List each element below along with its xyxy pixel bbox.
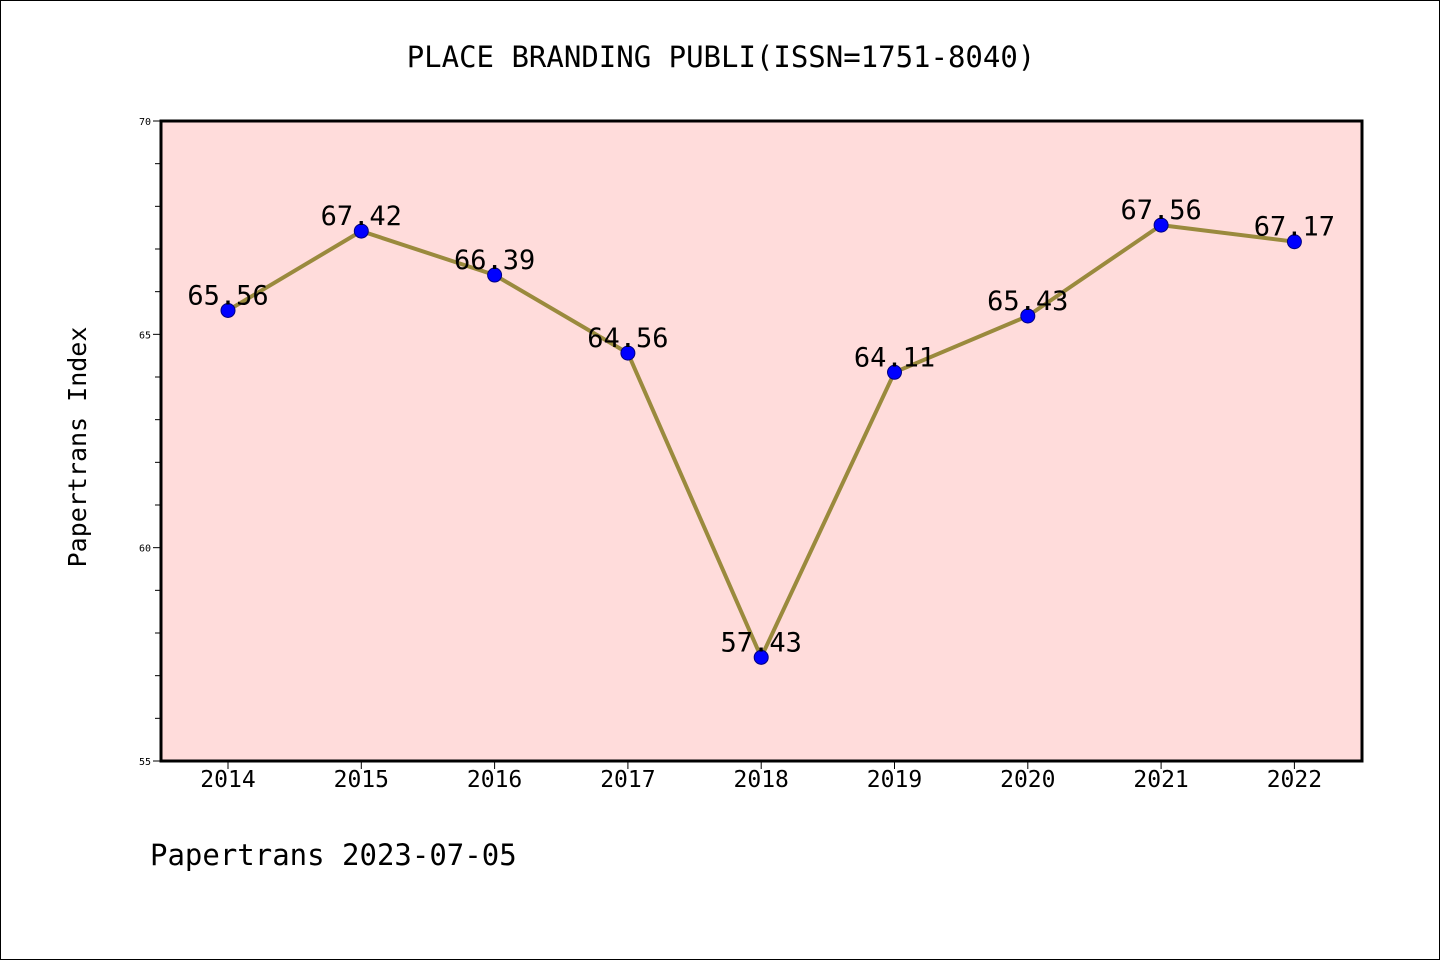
- data-point: [620, 345, 636, 361]
- data-label: 64.11: [854, 342, 935, 373]
- y-tick-label: 70: [139, 117, 151, 128]
- x-tick-label: 2014: [200, 767, 255, 793]
- plot-border: [159, 119, 1364, 763]
- data-point: [353, 223, 369, 239]
- data-label: 67.56: [1120, 195, 1201, 226]
- x-tick-label: 2021: [1133, 767, 1188, 793]
- data-label: 57.43: [721, 627, 802, 658]
- data-point: [1286, 234, 1302, 250]
- data-point: [220, 302, 236, 318]
- data-point: [887, 364, 902, 380]
- y-tick-label: 60: [139, 544, 151, 555]
- x-tick-label: 2018: [734, 767, 789, 793]
- data-label: 65.56: [187, 280, 268, 311]
- y-tick-label: 55: [139, 757, 151, 768]
- x-tick-label: 2019: [867, 767, 922, 793]
- data-label: 67.17: [1254, 212, 1335, 243]
- x-tick-label: 2017: [600, 767, 655, 793]
- x-axis: 2014 2015 2016 2017 2018 2019 2020 2021 2022: [200, 761, 1322, 793]
- x-tick-label: 2015: [334, 767, 389, 793]
- data-point: [753, 649, 769, 665]
- series-markers: [220, 217, 1302, 665]
- data-labels: 65.56 67.42 66.39 64.56 57.43 64.11 65.43 67.56…: [187, 195, 1335, 658]
- x-tick-label: 2016: [467, 767, 522, 793]
- footer-text: Papertrans 2023-07-05: [150, 838, 517, 872]
- x-tick-label: 2020: [1000, 767, 1055, 793]
- data-label: 66.39: [454, 245, 535, 276]
- data-label: 67.42: [321, 201, 402, 232]
- y-axis-label: Papertrans Index: [63, 327, 92, 568]
- x-tick-label: 2022: [1267, 767, 1322, 793]
- data-label: 64.56: [587, 323, 668, 354]
- chart-title: PLACE BRANDING PUBLI(ISSN=1751-8040): [407, 40, 1036, 74]
- data-label: 65.43: [987, 286, 1068, 317]
- y-tick-label: 65: [139, 330, 151, 341]
- data-point: [487, 267, 503, 283]
- data-point: [1153, 217, 1169, 233]
- data-point: [1020, 308, 1036, 324]
- y-axis: 55 60 65 70: [139, 117, 161, 768]
